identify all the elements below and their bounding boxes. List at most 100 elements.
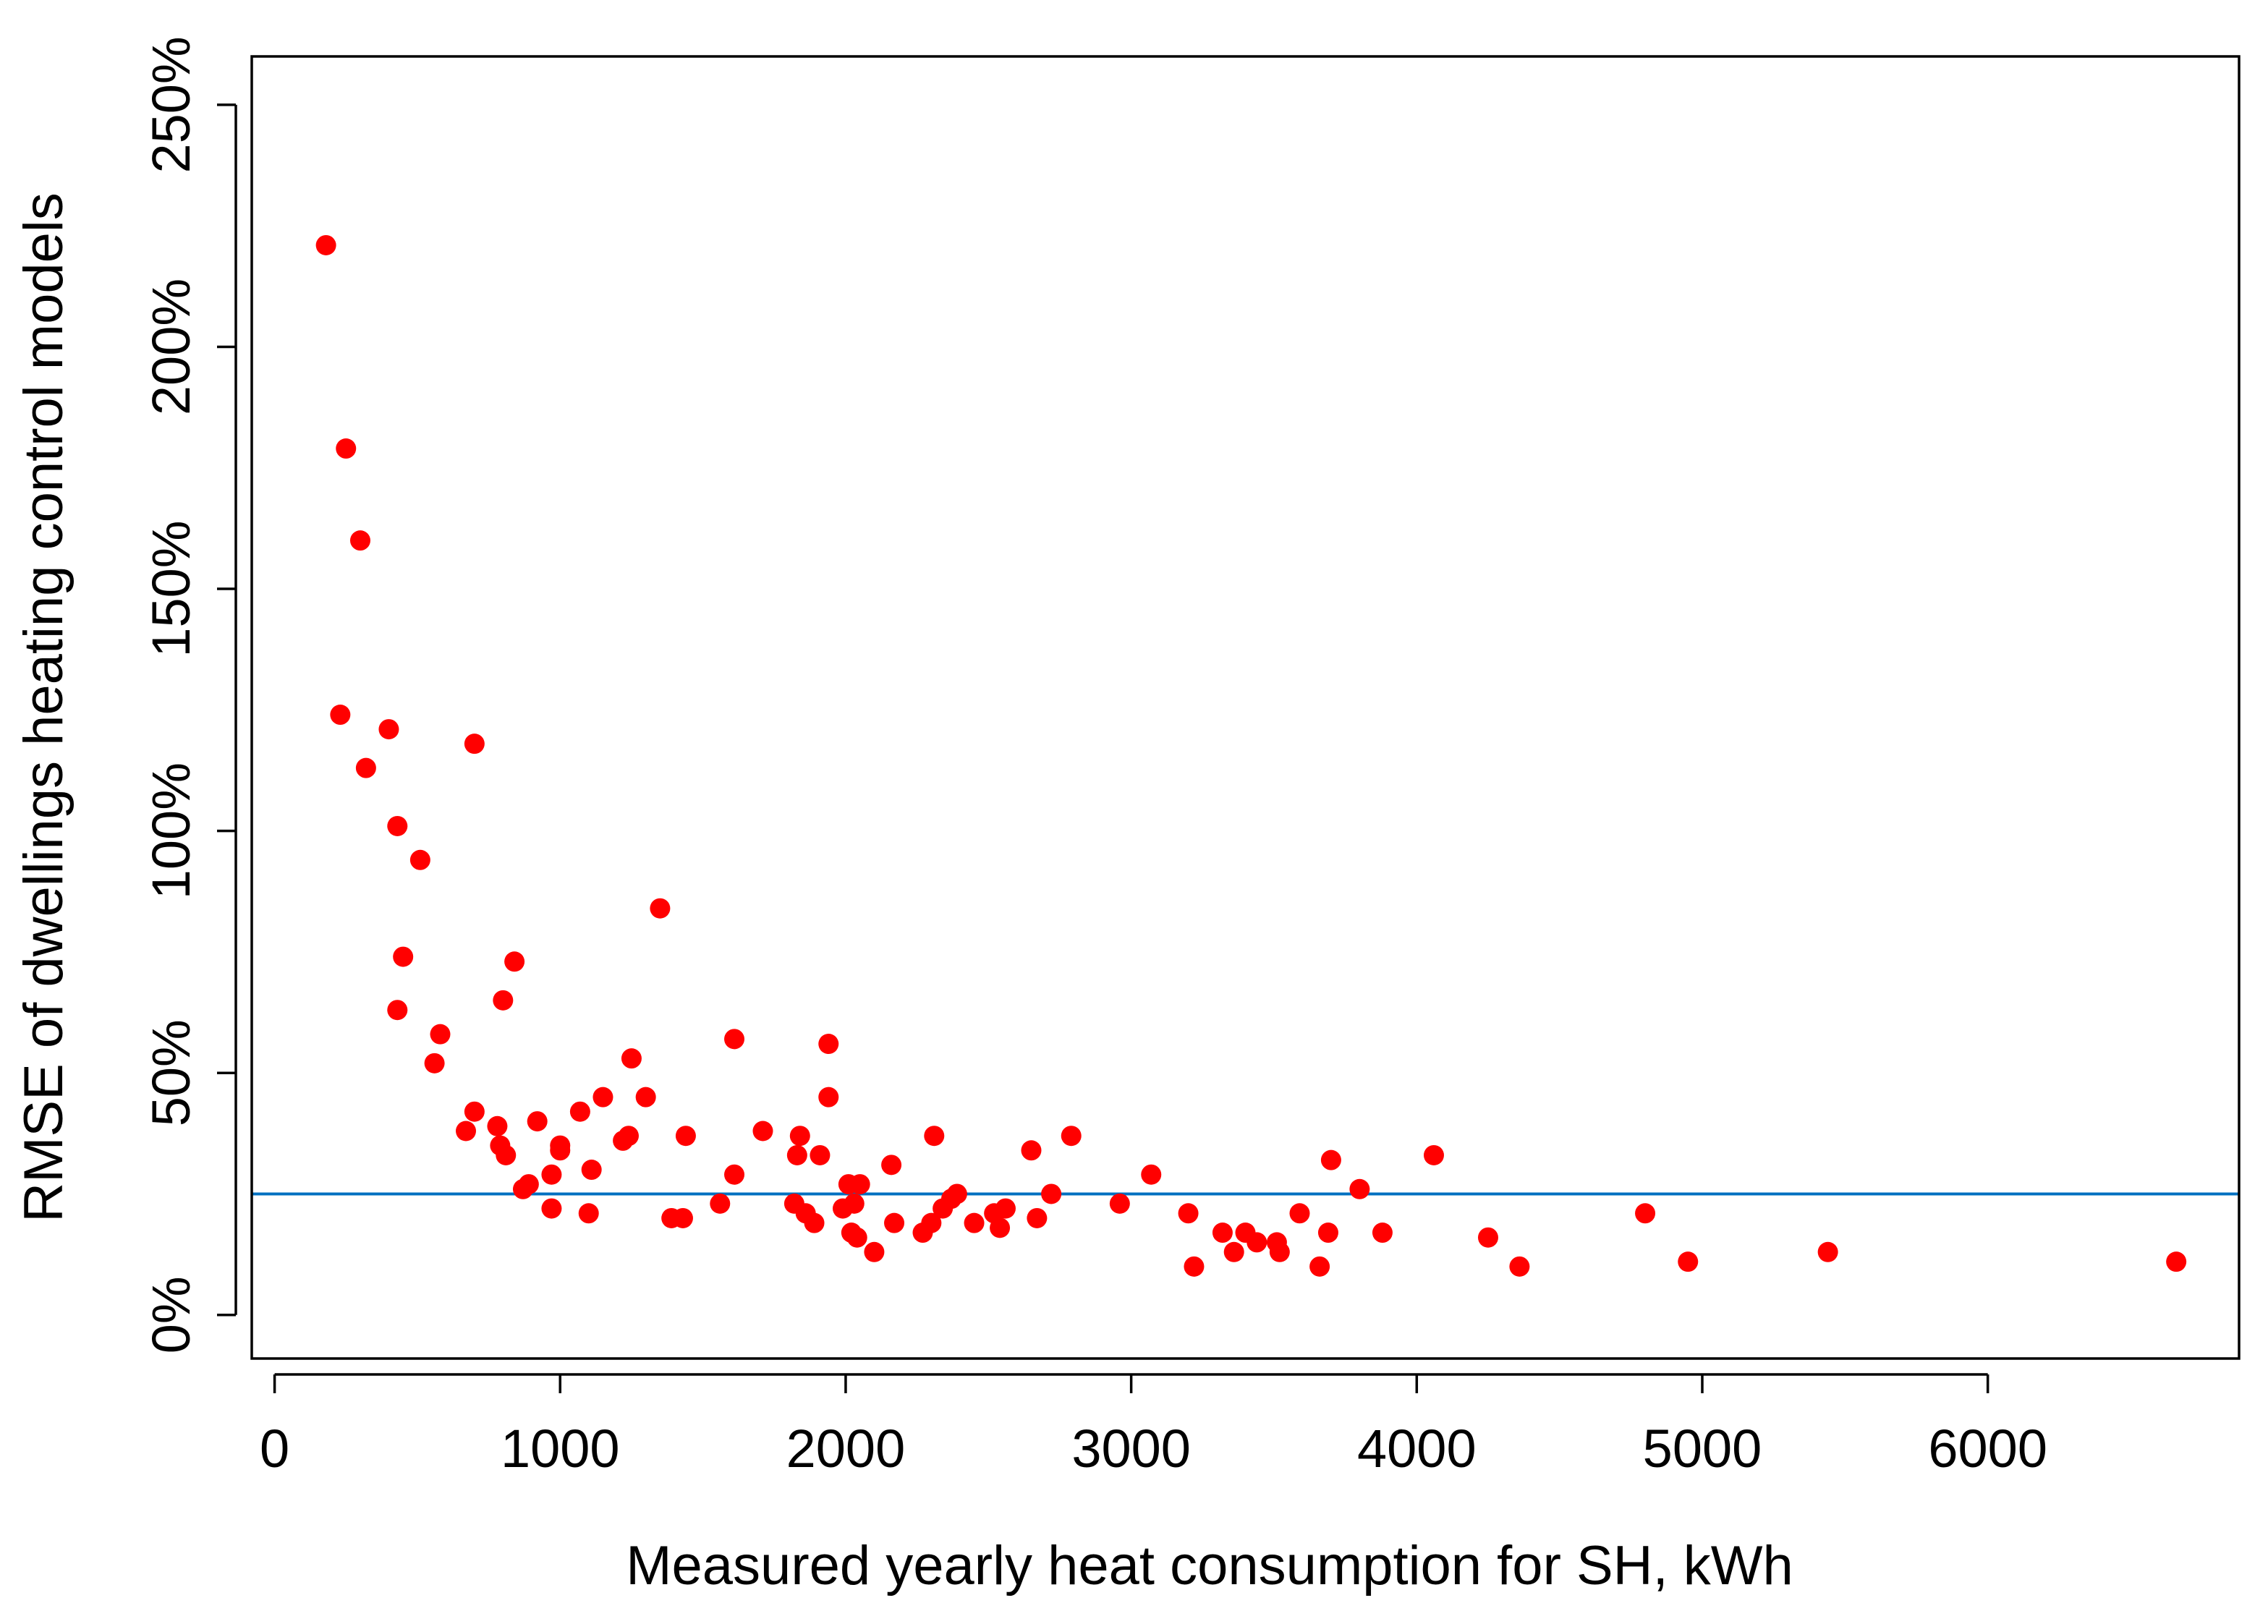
data-point [789,1126,810,1147]
data-point [1184,1256,1205,1277]
data-point [1178,1203,1199,1224]
y-tick-label: 250% [141,36,201,173]
x-axis: 0 1000 2000 3000 4000 5000 6000 [260,1373,2047,1479]
data-point [1021,1140,1042,1161]
data-point [1477,1227,1498,1248]
data-point [456,1121,477,1142]
data-points [315,234,2187,1277]
data-point [487,1115,508,1136]
data-point [464,734,485,754]
data-point [849,1174,870,1195]
data-point [786,1144,807,1165]
data-point [990,1217,1011,1238]
data-point [621,1048,642,1069]
data-point [569,1101,590,1122]
data-point [1509,1256,1530,1277]
data-point [804,1212,825,1233]
data-point [818,1087,839,1108]
data-point [578,1203,599,1224]
data-point [355,757,376,778]
data-point [1817,1241,1838,1262]
data-point [921,1212,942,1233]
data-point [1223,1241,1244,1262]
data-point [724,1164,745,1185]
x-tick-label: 3000 [1071,1419,1191,1479]
plot-frame [250,55,2241,1360]
data-point [424,1053,445,1074]
y-axis: 0% 50% 100% 150% 200% 250% [141,36,237,1353]
data-point [387,1000,408,1021]
data-point [1212,1223,1233,1243]
data-point [593,1087,613,1108]
data-point [330,705,351,726]
data-point [349,530,370,551]
data-point [581,1160,602,1181]
data-point [2166,1251,2187,1272]
data-point [1027,1207,1048,1228]
data-point [1109,1193,1130,1214]
data-point [493,990,514,1011]
data-point [550,1140,571,1161]
data-point [315,234,336,255]
data-point [884,1212,905,1233]
data-point [946,1183,967,1204]
data-point [504,951,525,972]
y-axis-title: RMSE of dwellings heating control models [13,192,75,1223]
data-point [496,1144,517,1165]
data-point [518,1174,539,1195]
y-tick-label: 200% [141,279,201,415]
data-point [881,1155,902,1176]
data-point [675,1126,696,1147]
data-point [336,438,357,459]
x-tick-label: 4000 [1357,1419,1477,1479]
data-point [964,1212,985,1233]
data-point [650,898,671,919]
y-tick-label: 0% [141,1276,201,1353]
data-point [1141,1164,1162,1185]
data-point [995,1198,1016,1219]
data-point [378,719,399,740]
data-point [1320,1149,1341,1170]
data-point [672,1207,693,1228]
x-tick-label: 0 [260,1419,289,1479]
data-point [864,1241,885,1262]
y-tick-label: 100% [141,762,201,899]
data-point [635,1087,656,1108]
data-point [846,1227,867,1248]
data-point [409,849,430,870]
data-point [710,1193,731,1214]
data-point [387,815,408,836]
data-point [393,946,414,967]
y-tick-label: 150% [141,520,201,657]
data-point [541,1198,562,1219]
data-point [1678,1251,1699,1272]
data-point [1635,1203,1656,1224]
x-tick-label: 1000 [501,1419,620,1479]
data-point [818,1034,839,1055]
data-point [724,1029,745,1050]
x-tick-label: 5000 [1643,1419,1762,1479]
data-point [752,1121,773,1142]
data-point [924,1126,945,1147]
data-point [527,1111,548,1132]
data-point [541,1164,562,1185]
data-point [1317,1223,1338,1243]
data-point [1372,1223,1393,1243]
data-point [1269,1241,1290,1262]
data-point [1041,1183,1062,1204]
x-tick-label: 2000 [786,1419,906,1479]
data-point [430,1024,451,1045]
data-point [1309,1256,1330,1277]
data-point [1423,1144,1444,1165]
data-point [464,1101,485,1122]
data-point [810,1144,831,1165]
data-point [1349,1178,1370,1199]
y-tick-label: 50% [141,1019,201,1126]
data-point [1061,1126,1082,1147]
x-axis-title: Measured yearly heat consumption for SH,… [626,1535,1793,1597]
data-point [618,1126,639,1147]
x-tick-label: 6000 [1928,1419,2047,1479]
